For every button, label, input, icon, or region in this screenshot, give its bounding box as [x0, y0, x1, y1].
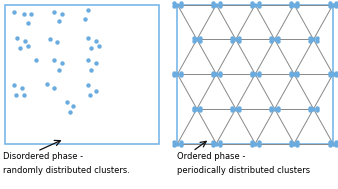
Bar — [5, 5, 159, 144]
Text: Disordered phase -: Disordered phase - — [3, 152, 83, 161]
Bar — [177, 5, 333, 144]
Text: randomly distributed clusters.: randomly distributed clusters. — [3, 166, 130, 175]
Text: periodically distributed clusters: periodically distributed clusters — [177, 166, 311, 175]
Text: Ordered phase -: Ordered phase - — [177, 152, 246, 161]
